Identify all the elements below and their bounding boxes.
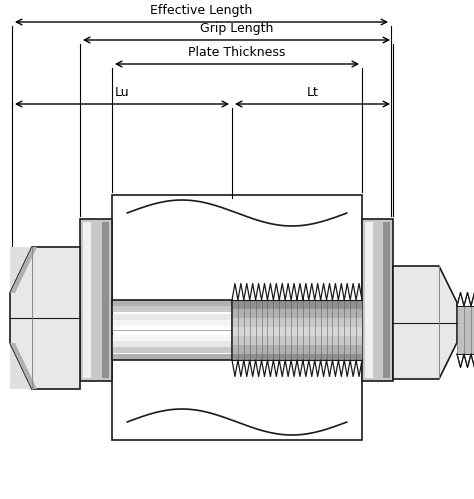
Bar (112, 346, 232, 352)
Bar (112, 300, 232, 360)
Bar (232, 354, 362, 360)
Polygon shape (393, 266, 457, 379)
Bar (232, 345, 362, 354)
Bar (112, 340, 232, 346)
Bar (80, 219, 112, 381)
Text: Effective Length: Effective Length (150, 4, 253, 17)
Bar (232, 336, 362, 345)
Bar (365, 222, 373, 378)
Bar (112, 313, 232, 319)
Text: Plate Thickness: Plate Thickness (188, 46, 286, 59)
Bar (112, 325, 232, 331)
Text: Lt: Lt (307, 86, 319, 99)
Bar (112, 306, 232, 312)
Polygon shape (10, 343, 37, 389)
Bar (112, 354, 232, 360)
Bar (457, 306, 474, 354)
Bar (362, 219, 393, 381)
Bar (112, 334, 232, 340)
Text: Lu: Lu (115, 86, 129, 99)
Bar (232, 300, 362, 309)
Bar (112, 300, 232, 306)
Bar (102, 222, 109, 378)
Polygon shape (10, 247, 37, 293)
Text: Grip Length: Grip Length (200, 22, 273, 35)
Bar (232, 318, 362, 327)
Bar (383, 222, 390, 378)
Bar (112, 195, 362, 440)
Polygon shape (10, 247, 80, 389)
Bar (83, 222, 91, 378)
Bar (232, 309, 362, 318)
Bar (10, 247, 80, 389)
Bar (232, 327, 362, 336)
Bar (112, 319, 232, 325)
